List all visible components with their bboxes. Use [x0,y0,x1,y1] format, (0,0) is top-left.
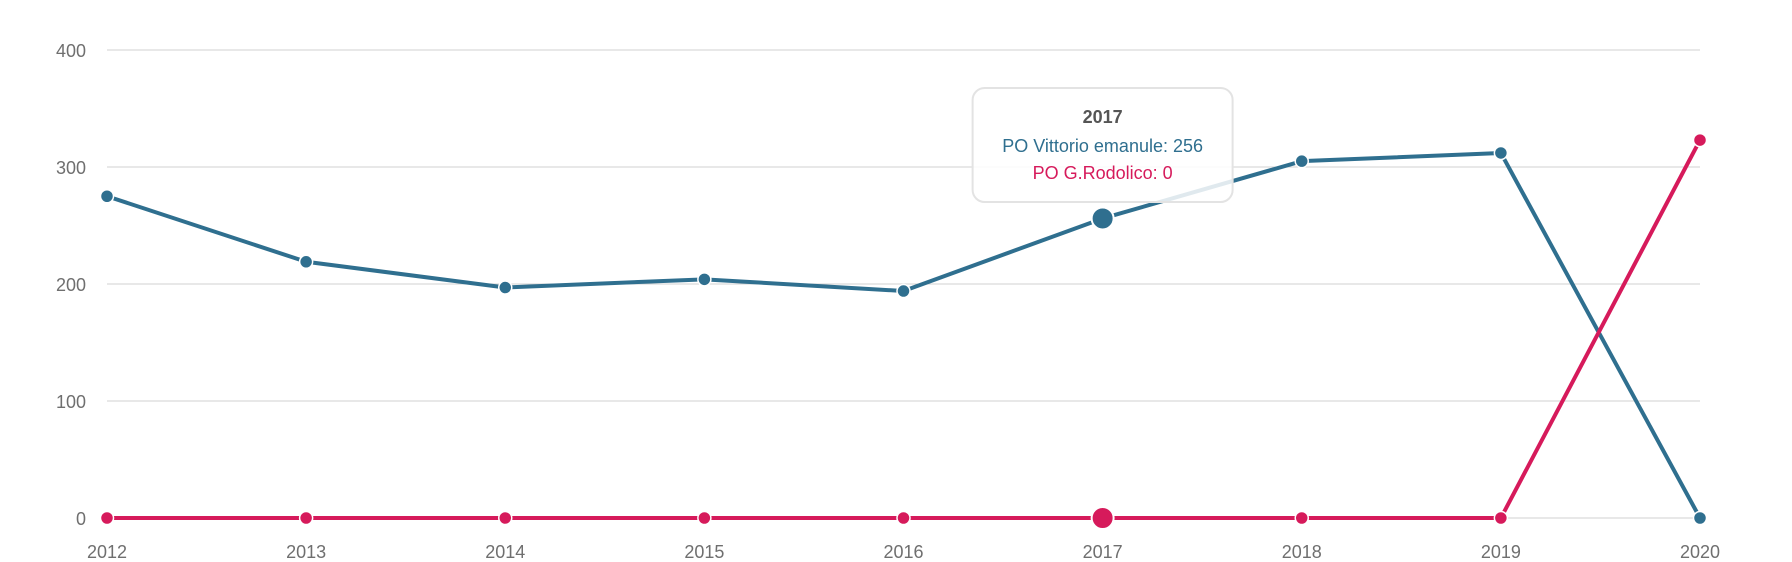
highlighted-point[interactable] [1090,506,1115,530]
data-point[interactable] [1294,510,1309,526]
data-point[interactable] [498,510,513,526]
x-tick-label: 2020 [1680,542,1720,562]
data-point[interactable] [99,510,115,526]
y-tick-label: 400 [56,41,86,61]
data-point[interactable] [298,254,314,270]
data-point[interactable] [697,510,712,526]
data-point[interactable] [298,510,314,526]
x-axis-ticks: 2012 2013 2014 2015 2016 2017 2018 2019 2020 [87,542,1720,562]
data-point[interactable] [1493,510,1509,526]
data-point[interactable] [896,510,911,526]
y-tick-label: 200 [56,275,86,295]
y-tick-label: 100 [56,392,86,412]
y-tick-label: 0 [76,509,86,529]
data-point[interactable] [896,283,911,299]
series-layer [99,132,1708,530]
tooltip-line-series-1: PO Vittorio emanule: 256 [1002,136,1203,156]
data-point[interactable] [1493,145,1509,161]
data-point[interactable] [1294,153,1309,169]
x-tick-label: 2013 [286,542,326,562]
series-2 [99,132,1708,530]
series-1 [99,145,1708,526]
data-point[interactable] [1692,510,1708,526]
tooltip: 2017 PO Vittorio emanule: 256 PO G.Rodol… [971,87,1234,203]
series-line [105,150,1702,520]
data-point[interactable] [498,280,513,295]
x-tick-label: 2016 [883,542,923,562]
x-tick-label: 2019 [1481,542,1521,562]
data-point[interactable] [99,189,115,204]
y-tick-label: 300 [56,158,86,178]
data-point[interactable] [1692,132,1708,148]
y-axis-ticks: 0 100 200 300 400 [56,41,86,529]
x-tick-label: 2014 [485,542,525,562]
x-tick-label: 2018 [1282,542,1322,562]
tooltip-title: 2017 [1083,107,1123,127]
x-tick-label: 2012 [87,542,127,562]
x-tick-label: 2015 [684,542,724,562]
series-line [105,138,1702,520]
x-tick-label: 2017 [1083,542,1123,562]
tooltip-box [971,87,1234,203]
tooltip-line-series-2: PO G.Rodolico: 0 [1033,163,1173,183]
data-point[interactable] [697,272,712,287]
highlighted-point[interactable] [1090,206,1115,231]
